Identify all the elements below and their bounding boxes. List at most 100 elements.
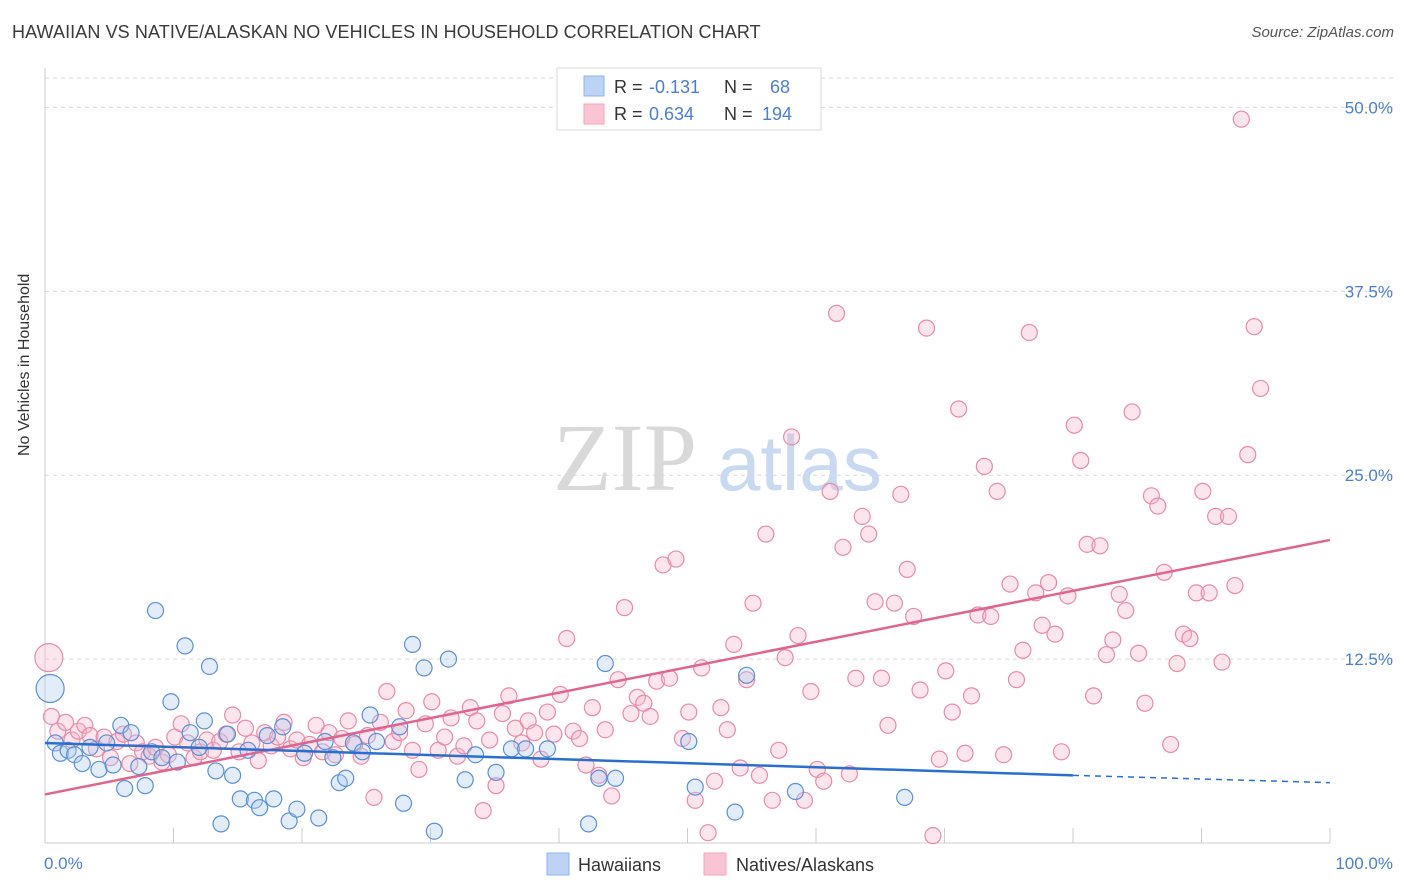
point-natives-alaskans [1039,574,1058,592]
point-natives-alaskans [763,791,781,809]
point-natives-alaskans [622,704,640,723]
point-natives-alaskans [795,791,814,809]
chart-title: HAWAIIAN VS NATIVE/ALASKAN NO VEHICLES I… [12,22,761,42]
point-natives-alaskans [860,525,878,543]
trend-line-natives-alaskans [44,538,1331,796]
point-natives-alaskans [776,649,794,667]
point-hawaiians [726,803,744,821]
point-natives-alaskans [365,788,383,806]
point-hawaiians [738,666,756,684]
point-natives-alaskans [1065,416,1083,434]
point-natives-alaskans [506,719,524,737]
point-hawaiians [456,771,474,789]
point-natives-alaskans [487,777,505,795]
point-natives-alaskans [570,729,589,748]
point-natives-alaskans [1078,535,1096,553]
point-natives-alaskans [481,731,499,749]
legend-n-label: N = [724,77,753,97]
x-tick-label: 0.0% [44,854,83,873]
y-tick-label: 50.0% [1345,98,1393,117]
point-hawaiians [274,718,292,736]
point-natives-alaskans [879,716,897,734]
point-hawaiians [288,800,306,818]
point-hawaiians [200,657,219,676]
point-hawaiians [579,815,598,833]
point-hawaiians [265,790,283,808]
point-natives-alaskans [1232,110,1250,128]
point-hawaiians [146,601,165,620]
point-natives-alaskans [699,824,717,842]
point-natives-alaskans [1136,694,1154,712]
point-natives-alaskans [943,703,961,721]
point-natives-alaskans [757,525,775,543]
y-tick-label: 25.0% [1345,466,1393,485]
point-hawaiians [153,749,171,767]
legend-label-hawaiians: Hawaiians [578,855,661,875]
point-natives-alaskans [1239,446,1257,464]
point-natives-alaskans [204,741,222,759]
point-natives-alaskans [731,759,749,777]
point-natives-alaskans [911,681,929,699]
point-natives-alaskans [1084,687,1103,705]
point-natives-alaskans [538,703,557,721]
point-natives-alaskans [924,827,942,845]
point-natives-alaskans [885,594,903,612]
watermark-zip: ZIP [553,404,697,511]
point-natives-alaskans [1142,487,1160,505]
point-hawaiians [218,725,237,743]
point-natives-alaskans [1252,379,1270,398]
point-natives-alaskans [236,719,255,737]
point-hawaiians [136,777,154,795]
point-natives-alaskans [172,715,190,733]
point-hawaiians [116,779,134,798]
point-natives-alaskans [545,725,563,743]
point-natives-alaskans [802,682,820,701]
legend-swatch-hawaiians [546,852,570,876]
point-hawaiians [680,732,698,751]
point-hawaiians [466,746,485,764]
legend-r-value: 0.634 [649,104,694,124]
point-natives-alaskans [339,712,357,730]
point-natives-alaskans [1207,507,1225,526]
point-hawaiians [162,693,180,711]
legend-n-value: 194 [762,104,792,124]
point-hawaiians [224,766,242,784]
point-natives-alaskans [892,485,910,503]
x-tick-label: 100.0% [1335,854,1393,873]
point-natives-alaskans [397,701,415,720]
point-hawaiians [367,732,386,751]
point-natives-alaskans [1007,671,1026,689]
point-natives-alaskans [1072,451,1090,470]
point-hawaiians [516,740,535,758]
point-hawaiians [250,799,269,817]
point-natives-alaskans [1219,507,1238,526]
point-hawaiians [686,778,704,796]
y-tick-label: 12.5% [1345,650,1393,669]
point-natives-alaskans [821,482,839,500]
point-natives-alaskans [950,400,968,418]
legend-r-label: R = [614,77,643,97]
legend-swatch-natives [583,103,605,125]
point-natives-alaskans [1181,629,1199,648]
point-natives-alaskans [1014,641,1032,659]
point-natives-alaskans [410,760,428,779]
point-natives-alaskans [686,791,704,809]
y-tick-label: 37.5% [1345,282,1393,301]
point-hawaiians [596,654,614,673]
point-hawaiians [212,815,230,833]
point-natives-alaskans [1149,497,1167,515]
point-hawaiians [168,753,186,771]
point-natives-alaskans [1117,601,1135,620]
point-natives-alaskans [615,599,634,617]
point-natives-alaskans [500,687,518,705]
point-natives-alaskans [982,607,1000,626]
point-hawaiians [394,794,413,812]
gridlines [45,77,1395,660]
point-natives-alaskans [56,713,75,731]
point-natives-alaskans [596,721,614,739]
point-natives-alaskans [995,746,1013,764]
point-natives-alaskans [436,728,454,746]
legend-n-value: 68 [770,77,790,97]
point-hawaiians [176,637,194,655]
